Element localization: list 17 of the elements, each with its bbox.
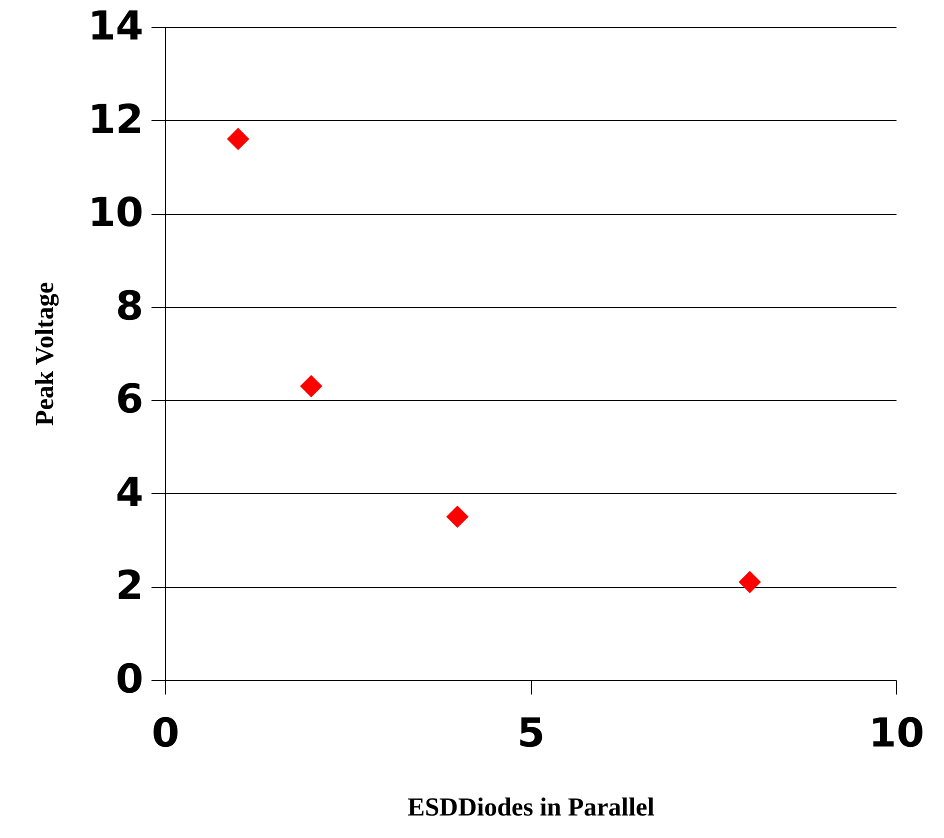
point bbox=[446, 506, 469, 528]
y-tick-label: 0 bbox=[116, 656, 144, 702]
y-tick-label: 6 bbox=[116, 376, 144, 423]
y-tick-label: 10 bbox=[88, 190, 144, 236]
x-axis-title: ESDDiodes in Parallel bbox=[407, 792, 655, 822]
y-tick-label: 12 bbox=[88, 96, 144, 143]
x-tick-label: 10 bbox=[868, 710, 924, 756]
point bbox=[300, 374, 322, 398]
y-tick-label: 2 bbox=[116, 563, 144, 610]
y-tick-label: 8 bbox=[116, 283, 144, 330]
y-tick-label: 4 bbox=[116, 470, 144, 516]
x-tick-label: 0 bbox=[152, 710, 180, 756]
y-axis-title: Peak Voltage bbox=[30, 282, 59, 426]
point bbox=[226, 128, 250, 150]
point bbox=[738, 570, 761, 594]
x-tick-label: 5 bbox=[517, 710, 545, 756]
y-tick-label: 14 bbox=[88, 4, 144, 50]
